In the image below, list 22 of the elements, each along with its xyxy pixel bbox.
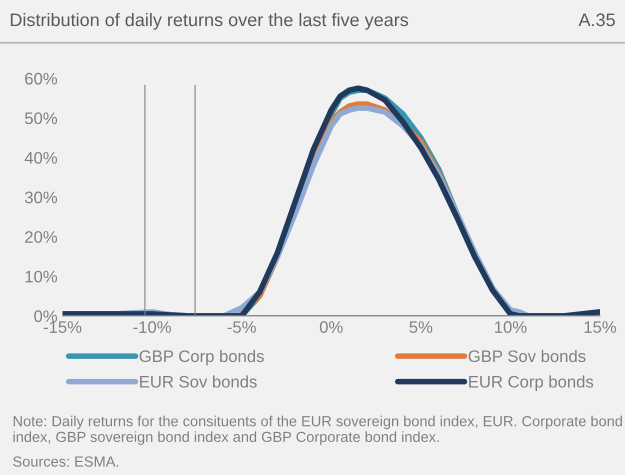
y-tick-label: 20% (25, 231, 58, 243)
x-tick-label: 10% (495, 321, 527, 333)
y-tick-label: 50% (24, 112, 58, 124)
x-tick-label: -5% (228, 321, 256, 333)
x-tick-label: -10% (133, 321, 171, 333)
legend-label: GBP Sov bonds (468, 350, 586, 362)
x-tick-label: 5% (409, 321, 432, 333)
text: Note: Daily returns for the consituents of the EUR sovereign bond index, EUR. Corporate bond index, GBP sovereign bond index and GBP Corporate bond index. (13, 416, 622, 445)
y-tick-label: 30% (24, 192, 58, 204)
chart-title: Distribution of daily returns over the last five years (10, 12, 408, 30)
legend-label: EUR Sov bonds (140, 375, 257, 388)
y-tick-label: 40% (24, 152, 58, 164)
legend-label: GBP Corp bonds (140, 350, 264, 366)
x-tick-label: 0% (320, 321, 343, 333)
source-note: Sources: ESMA. (13, 456, 118, 467)
y-tick-label: 10% (26, 270, 58, 282)
x-tick-label: -15% (44, 321, 82, 333)
x-tick-label: 15% (584, 321, 616, 333)
y-tick-label: 60% (25, 72, 58, 85)
text: A.35 (578, 13, 615, 26)
legend-label: EUR Corp bonds (469, 375, 594, 391)
y-tick-label: 0% (34, 310, 58, 322)
